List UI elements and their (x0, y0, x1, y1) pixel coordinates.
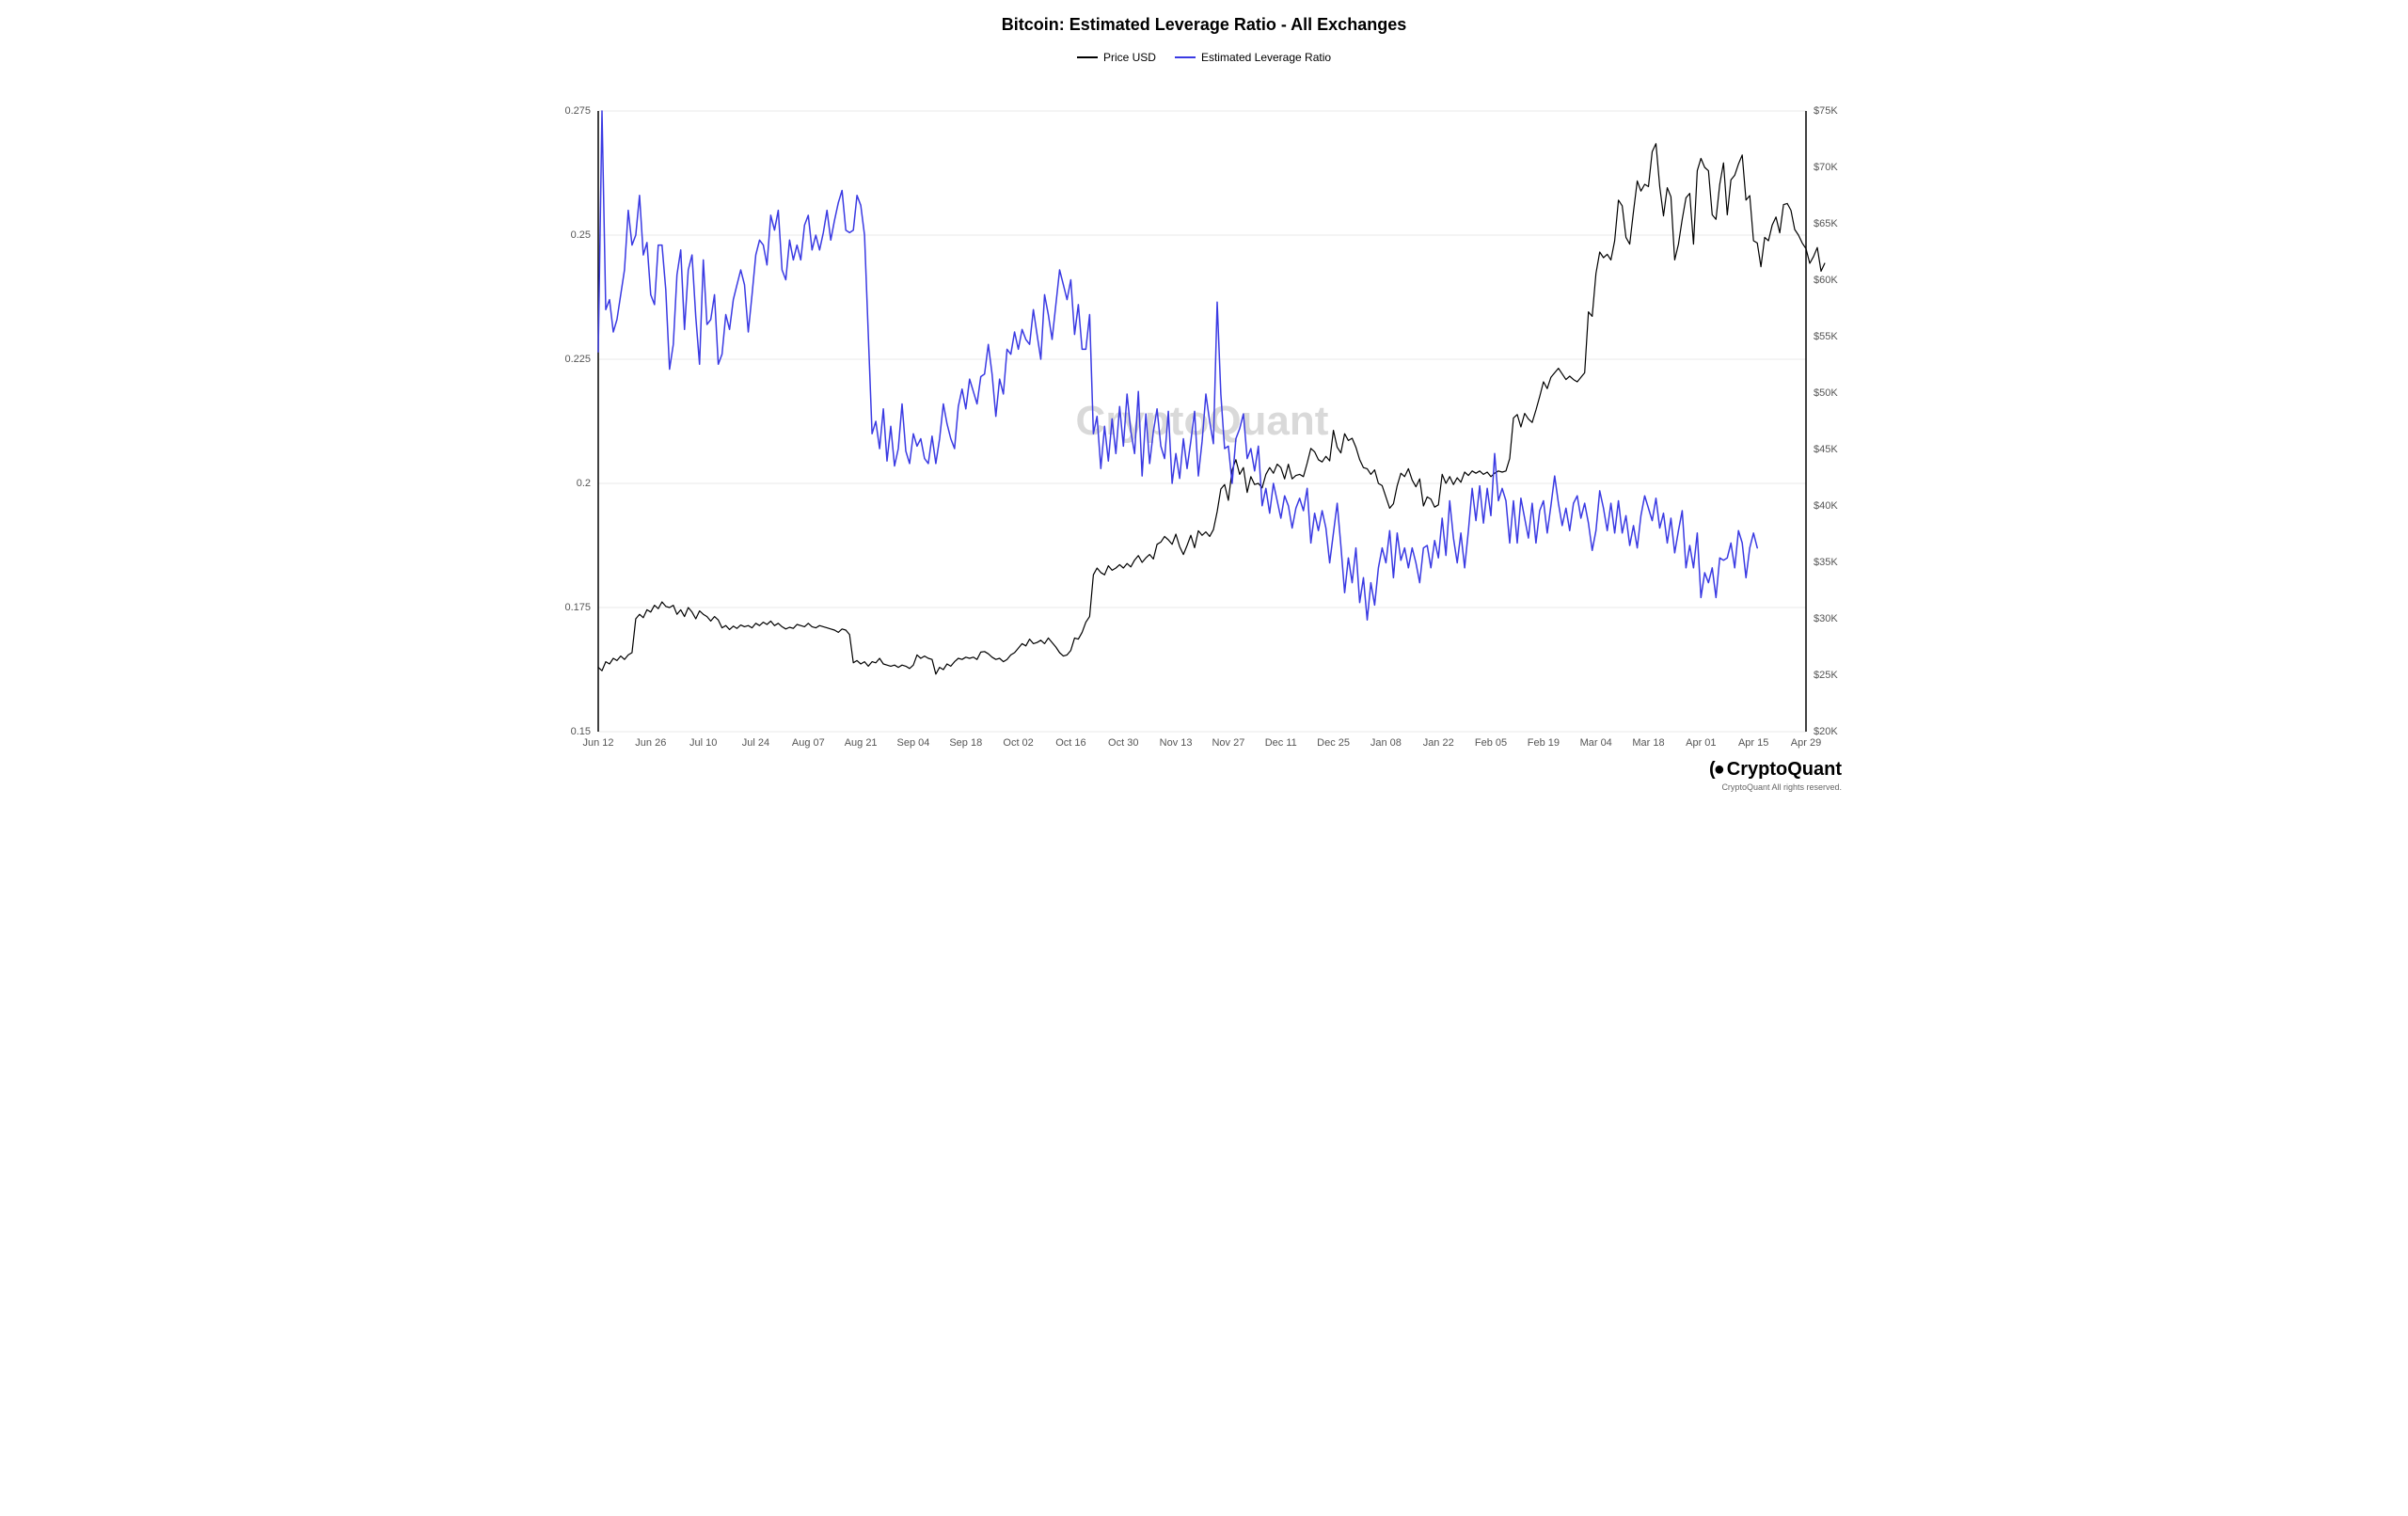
series-line (598, 144, 1825, 674)
x-tick-label: Aug 07 (792, 737, 825, 749)
x-tick-label: Apr 29 (1791, 737, 1821, 749)
x-tick-label: Nov 13 (1160, 737, 1193, 749)
x-tick-label: Oct 02 (1003, 737, 1033, 749)
y-right-tick-label: $20K (1814, 726, 1838, 737)
legend-item: Estimated Leverage Ratio (1175, 51, 1331, 64)
chart-legend: Price USD Estimated Leverage Ratio (547, 48, 1861, 64)
brand-logo-icon: (● (1709, 759, 1723, 780)
x-tick-label: Jan 22 (1423, 737, 1454, 749)
x-tick-label: Apr 15 (1738, 737, 1768, 749)
x-tick-label: Apr 01 (1686, 737, 1716, 749)
legend-label: Estimated Leverage Ratio (1201, 51, 1331, 64)
y-right-tick-label: $60K (1814, 275, 1838, 286)
y-left-tick-label: 0.25 (547, 229, 591, 241)
x-tick-label: Mar 18 (1632, 737, 1664, 749)
y-left-tick-label: 0.225 (547, 354, 591, 365)
x-tick-label: Feb 19 (1528, 737, 1560, 749)
brand-logo: (●CryptoQuant (1709, 759, 1842, 781)
x-tick-label: Mar 04 (1580, 737, 1612, 749)
x-tick-label: Sep 18 (949, 737, 982, 749)
y-right-tick-label: $45K (1814, 444, 1838, 455)
y-right-tick-label: $30K (1814, 613, 1838, 624)
legend-swatch (1175, 56, 1196, 58)
x-tick-label: Aug 21 (845, 737, 878, 749)
y-right-tick-label: $75K (1814, 105, 1838, 117)
x-tick-label: Dec 25 (1317, 737, 1350, 749)
x-tick-label: Jul 24 (742, 737, 769, 749)
y-right-tick-label: $55K (1814, 331, 1838, 342)
y-left-tick-label: 0.2 (547, 478, 591, 489)
legend-swatch (1077, 56, 1098, 58)
x-tick-label: Jun 26 (635, 737, 666, 749)
chart-container: Bitcoin: Estimated Leverage Ratio - All … (547, 0, 1861, 799)
plot-area: CryptoQuant (598, 111, 1806, 732)
y-right-tick-label: $70K (1814, 162, 1838, 173)
x-tick-label: Jan 08 (1370, 737, 1402, 749)
x-tick-label: Nov 27 (1212, 737, 1244, 749)
x-tick-label: Jun 12 (582, 737, 613, 749)
x-tick-label: Oct 30 (1108, 737, 1138, 749)
y-right-tick-label: $50K (1814, 387, 1838, 399)
y-right-tick-label: $65K (1814, 218, 1838, 229)
x-tick-label: Oct 16 (1055, 737, 1085, 749)
y-left-tick-label: 0.275 (547, 105, 591, 117)
y-right-tick-label: $25K (1814, 670, 1838, 681)
y-left-tick-label: 0.175 (547, 602, 591, 613)
x-tick-label: Feb 05 (1475, 737, 1507, 749)
y-right-tick-label: $35K (1814, 557, 1838, 568)
y-right-tick-label: $40K (1814, 500, 1838, 512)
chart-title: Bitcoin: Estimated Leverage Ratio - All … (547, 15, 1861, 35)
x-tick-label: Dec 11 (1265, 737, 1297, 749)
brand-block: (●CryptoQuant CryptoQuant All rights res… (1709, 759, 1842, 792)
brand-logo-text: CryptoQuant (1727, 759, 1842, 780)
x-tick-label: Sep 04 (897, 737, 930, 749)
legend-item: Price USD (1077, 51, 1156, 64)
legend-label: Price USD (1103, 51, 1156, 64)
plot-svg (598, 111, 1806, 732)
x-tick-label: Jul 10 (689, 737, 717, 749)
brand-copyright: CryptoQuant All rights reserved. (1709, 782, 1842, 792)
series-line (598, 111, 1757, 620)
y-left-tick-label: 0.15 (547, 726, 591, 737)
